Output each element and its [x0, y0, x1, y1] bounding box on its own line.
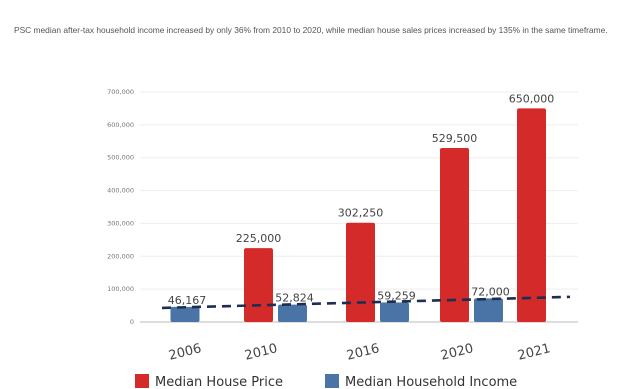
y-tick-label: 300,000 [107, 219, 134, 227]
bar-household-income-2020 [474, 298, 503, 322]
x-axis-labels: 2006 2010 2016 2020 2021 [167, 341, 552, 364]
grid-lines [140, 91, 578, 323]
income-trendline [161, 295, 571, 310]
data-label-household-income-2016: 59,259 [377, 290, 416, 303]
legend-label-house-price: Median House Price [155, 375, 283, 389]
data-labels: 46,167 225,000 52,824 302,250 59,259 529,500 7… [168, 92, 555, 306]
data-label-house-price-2020: 529,500 [432, 132, 478, 145]
data-label-household-income-2010: 52,824 [275, 292, 314, 305]
y-tick-label: 100,000 [107, 285, 134, 293]
trendline-group [161, 295, 571, 310]
x-tick-label-2021: 2021 [516, 341, 552, 364]
legend: Median House Price Median Household Incom… [135, 374, 517, 389]
y-tick-label: 700,000 [107, 88, 134, 96]
x-tick-label-2010: 2010 [243, 341, 279, 364]
bar-household-income-2006 [170, 306, 200, 322]
chart-caption: PSC median after-tax household income in… [14, 25, 608, 35]
y-tick-label: 400,000 [107, 187, 134, 195]
legend-swatch-household-income [325, 374, 339, 388]
y-tick-label: 0 [130, 318, 134, 326]
bar-house-price-2021 [517, 108, 546, 322]
x-tick-label-2016: 2016 [345, 341, 381, 364]
x-tick-label-2006: 2006 [167, 341, 203, 364]
y-tick-label: 500,000 [107, 154, 134, 162]
bar-household-income-2010 [278, 304, 307, 322]
y-axis-ticks: 0 100,000 200,000 300,000 400,000 500,000 600,… [107, 88, 134, 326]
x-tick-label-2020: 2020 [439, 341, 475, 364]
bar-household-income-2016 [380, 302, 409, 322]
y-tick-label: 200,000 [107, 252, 134, 260]
data-label-house-price-2016: 302,250 [338, 207, 384, 220]
bar-house-price-2016 [346, 222, 375, 322]
bar-house-price-2010 [244, 248, 273, 322]
legend-label-household-income: Median Household Income [345, 375, 517, 389]
data-label-house-price-2021: 650,000 [509, 92, 555, 105]
bars [170, 108, 546, 322]
data-label-house-price-2010: 225,000 [236, 232, 282, 245]
data-label-household-income-2006: 46,167 [168, 294, 207, 307]
data-label-household-income-2020: 72,000 [471, 285, 510, 298]
legend-swatch-house-price [135, 374, 149, 388]
bar-house-price-2020 [440, 148, 469, 322]
y-tick-label: 600,000 [107, 121, 134, 129]
